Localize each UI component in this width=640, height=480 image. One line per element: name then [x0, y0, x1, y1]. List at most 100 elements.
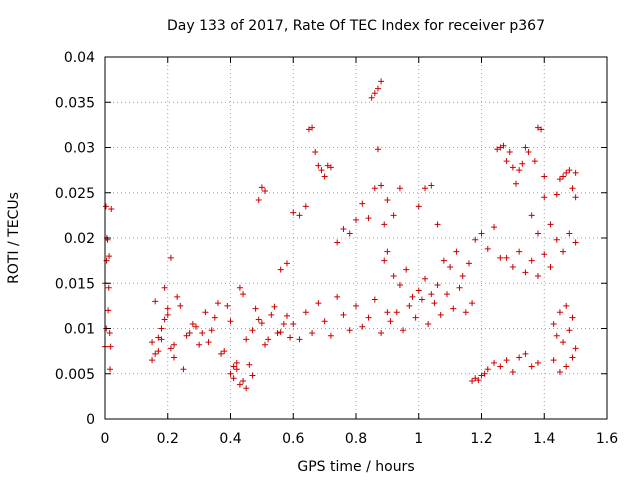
data-point — [287, 334, 294, 341]
data-point — [556, 368, 563, 375]
data-point — [528, 257, 535, 264]
data-point — [550, 357, 557, 364]
data-point — [249, 327, 256, 334]
data-point — [305, 126, 312, 133]
data-point — [400, 327, 407, 334]
data-point — [396, 185, 403, 192]
data-point — [528, 363, 535, 370]
data-point — [503, 254, 510, 261]
data-point — [183, 332, 190, 339]
x-tick-label: 0.6 — [282, 431, 304, 447]
data-point — [309, 330, 316, 337]
data-point — [494, 146, 501, 153]
data-point — [368, 94, 375, 101]
data-point — [440, 257, 447, 264]
data-point — [164, 305, 171, 312]
data-point — [246, 361, 253, 368]
data-point — [456, 284, 463, 291]
data-point — [106, 330, 113, 337]
data-point — [192, 323, 199, 330]
data-point — [107, 343, 114, 350]
data-point — [522, 144, 529, 151]
data-point — [541, 194, 548, 201]
data-point — [221, 348, 228, 355]
data-point — [271, 303, 278, 310]
data-point — [547, 263, 554, 270]
x-tick-label: 0.8 — [345, 431, 367, 447]
data-point — [390, 212, 397, 219]
data-point — [340, 311, 347, 318]
data-point — [516, 248, 523, 255]
data-point — [560, 248, 567, 255]
data-point — [262, 187, 269, 194]
y-tick-label: 0 — [86, 412, 95, 428]
data-point — [155, 348, 162, 355]
data-point — [491, 359, 498, 366]
data-point — [425, 320, 432, 327]
data-point — [346, 230, 353, 237]
data-point — [556, 176, 563, 183]
data-point — [478, 372, 485, 379]
data-point — [161, 284, 168, 291]
data-point — [105, 307, 112, 314]
data-point — [249, 372, 256, 379]
data-point — [214, 300, 221, 307]
data-point — [171, 341, 178, 348]
y-tick-label: 0.025 — [55, 186, 95, 202]
data-point — [107, 366, 114, 373]
data-point — [513, 180, 520, 187]
data-point — [503, 357, 510, 364]
data-point — [186, 330, 193, 337]
axis-ticks — [104, 56, 608, 420]
data-point — [211, 314, 218, 321]
data-point — [509, 263, 516, 270]
data-point — [177, 302, 184, 309]
data-point — [255, 196, 262, 203]
y-tick-label: 0.035 — [55, 95, 95, 111]
data-point — [563, 363, 570, 370]
data-point — [497, 144, 504, 151]
data-point — [346, 327, 353, 334]
y-tick-label: 0.03 — [64, 141, 95, 157]
data-point — [353, 302, 359, 309]
data-point — [158, 325, 165, 332]
data-point — [522, 269, 529, 276]
data-point — [572, 169, 579, 176]
data-point — [428, 291, 435, 298]
data-point — [265, 336, 272, 343]
data-point — [472, 236, 479, 243]
data-point — [484, 245, 491, 252]
data-point — [196, 341, 203, 348]
data-point — [224, 302, 231, 309]
data-point — [233, 366, 240, 373]
data-point — [315, 300, 322, 307]
data-point — [516, 354, 523, 361]
data-point — [155, 334, 162, 341]
data-point — [164, 311, 171, 318]
data-point — [531, 158, 538, 165]
data-point — [534, 230, 541, 237]
data-point — [387, 318, 394, 325]
data-point — [497, 363, 504, 370]
data-point — [312, 149, 319, 156]
data-point — [563, 302, 570, 309]
data-point — [309, 124, 316, 131]
data-point — [434, 221, 441, 228]
data-point — [437, 311, 444, 318]
data-point — [359, 323, 366, 330]
data-point — [384, 248, 391, 255]
data-point — [296, 212, 303, 219]
data-point — [509, 164, 516, 171]
data-point — [484, 366, 491, 373]
data-point — [258, 184, 265, 191]
data-point — [302, 203, 309, 210]
data-point — [516, 167, 523, 174]
data-point — [538, 126, 545, 133]
y-tick-label: 0.015 — [55, 276, 95, 292]
data-point — [553, 236, 560, 243]
data-point — [563, 169, 570, 176]
data-point — [233, 359, 240, 366]
data-point — [102, 203, 109, 210]
data-point — [277, 329, 284, 336]
y-tick-label: 0.04 — [64, 50, 95, 66]
